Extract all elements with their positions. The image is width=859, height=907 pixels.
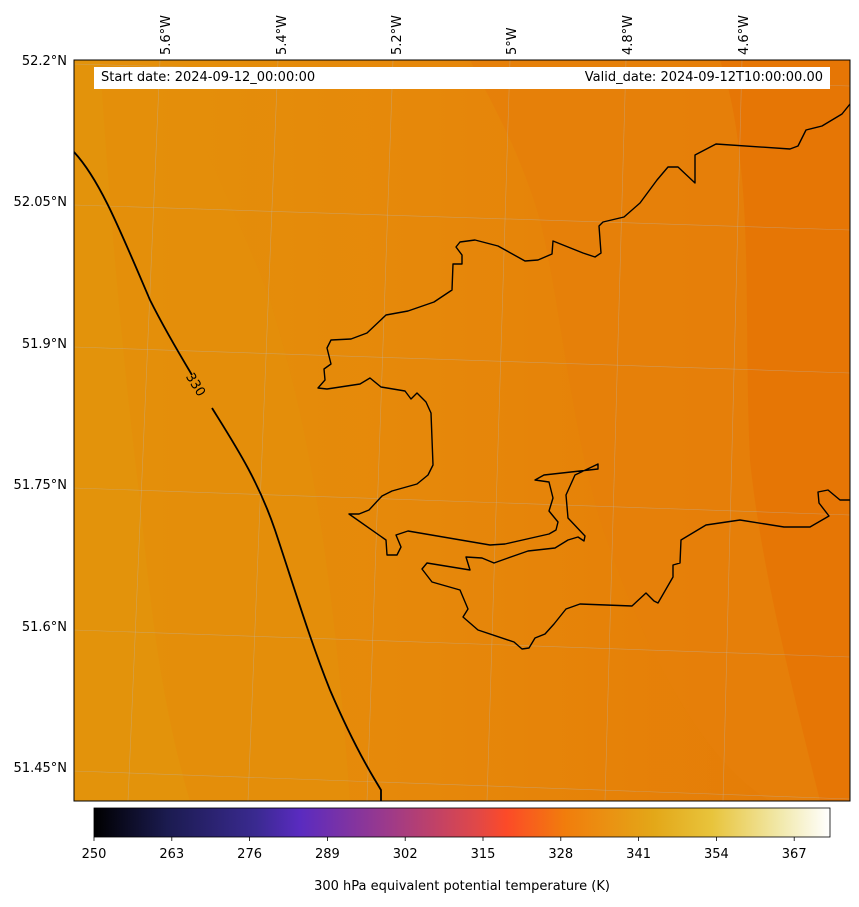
colorbar-tick-labels: 250 263 276 289 302 315 328 341 354 367	[82, 847, 807, 862]
map-frame	[73, 59, 851, 802]
contour-330	[74, 151, 382, 801]
lon-tick-label: 4.8°W	[621, 15, 636, 55]
colorbar-tick-label: 315	[471, 847, 496, 862]
colorbar-tick-label: 276	[237, 847, 262, 862]
temperature-field	[74, 60, 850, 801]
lat-tick-label: 51.45°N	[14, 761, 67, 776]
valid-date-label: Valid_date: 2024-09-12T10:00:00.00	[584, 70, 823, 85]
colorbar-tick-label: 250	[82, 847, 107, 862]
colorbar-title: 300 hPa equivalent potential temperature…	[314, 879, 610, 894]
graticule	[74, 60, 850, 801]
lat-tick-label: 52.05°N	[14, 195, 67, 210]
coastline	[317, 103, 850, 650]
colorbar	[93, 807, 831, 838]
lat-tick-label: 51.9°N	[22, 337, 67, 352]
info-bar	[94, 67, 830, 89]
lat-tick-label: 51.75°N	[14, 478, 67, 493]
colorbar-tick-label: 302	[393, 847, 418, 862]
lat-tick-label: 51.6°N	[22, 620, 67, 635]
lon-tick-label: 5.4°W	[275, 15, 290, 55]
colorbar-tick-label: 263	[159, 847, 184, 862]
colorbar-ticks	[93, 837, 795, 841]
colorbar-tick-label: 367	[782, 847, 807, 862]
lon-tick-label: 5°W	[505, 27, 520, 55]
colorbar-tick-label: 328	[548, 847, 573, 862]
lon-tick-label: 4.6°W	[737, 15, 752, 55]
lon-tick-labels: 5.6°W 5.4°W 5.2°W 5°W 4.8°W 4.6°W	[159, 15, 752, 55]
lon-tick-label: 5.2°W	[390, 15, 405, 55]
lat-tick-label: 52.2°N	[22, 54, 67, 69]
colorbar-tick-label: 354	[704, 847, 729, 862]
start-date-label: Start date: 2024-09-12_00:00:00	[101, 70, 316, 85]
lat-tick-labels: 52.2°N 52.05°N 51.9°N 51.75°N 51.6°N 51.…	[14, 54, 67, 776]
colorbar-tick-label: 341	[626, 847, 651, 862]
lon-tick-label: 5.6°W	[159, 15, 174, 55]
colorbar-tick-label: 289	[315, 847, 340, 862]
